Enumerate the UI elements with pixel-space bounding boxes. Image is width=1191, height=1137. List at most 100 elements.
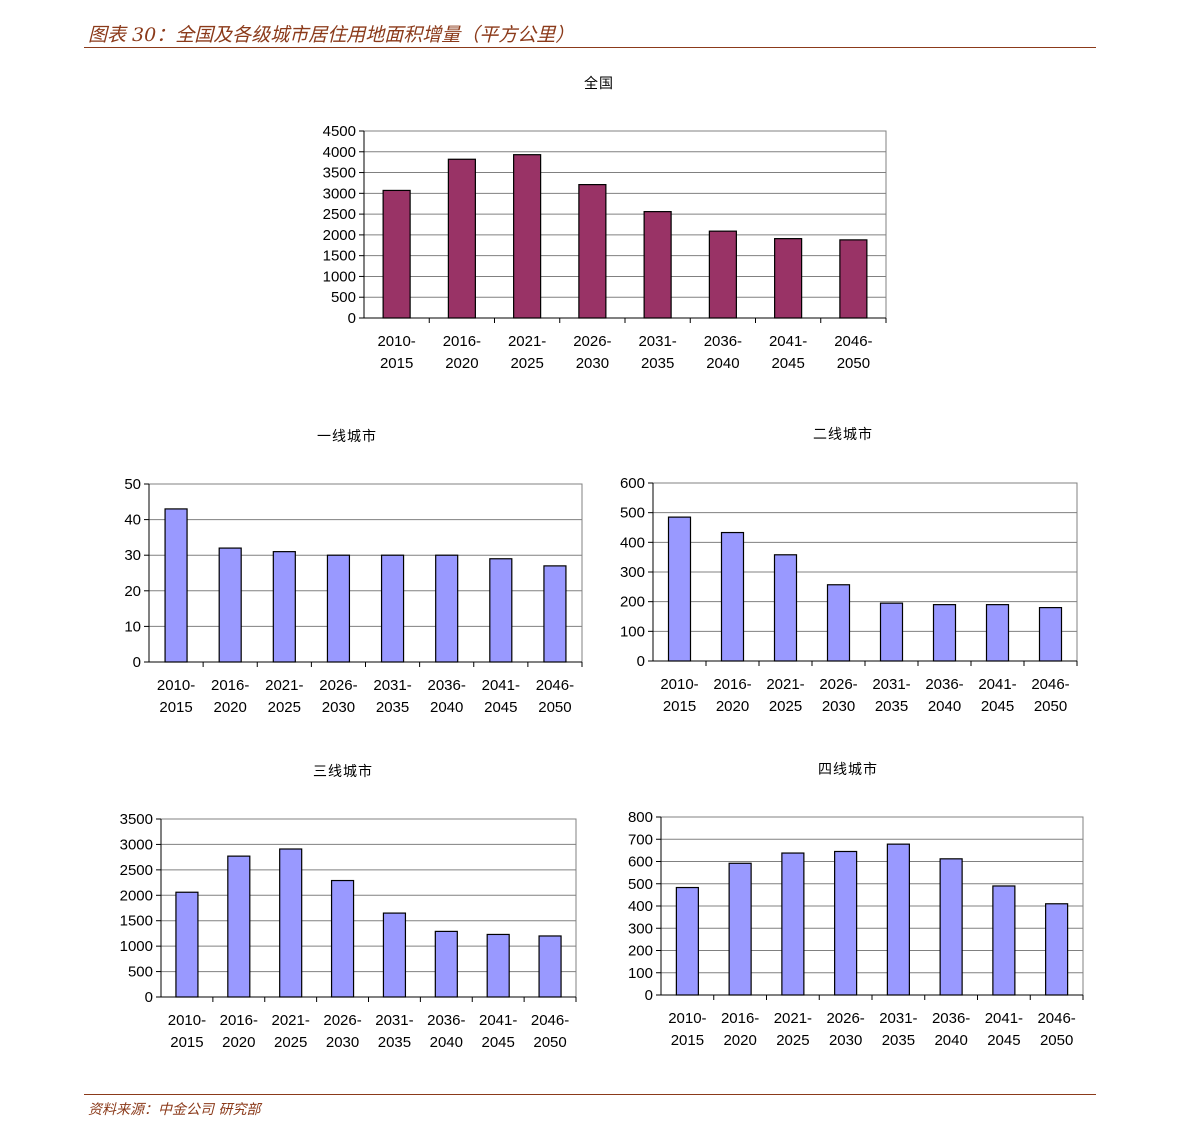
x-tick-label: 2016-2020 <box>443 333 481 372</box>
x-tick-label: 2026-2030 <box>319 677 357 716</box>
bar-2036-2040 <box>434 930 458 998</box>
x-tick-label: 2046-2050 <box>1037 1010 1075 1049</box>
chart-title-tier4: 四线城市 <box>818 762 878 778</box>
x-tick-label: 2046-2050 <box>834 333 872 372</box>
bar-2046-2050 <box>1038 606 1063 662</box>
y-tick-label: 500 <box>628 876 653 893</box>
y-tick-label: 200 <box>620 594 645 611</box>
x-tick-label: 2046-2050 <box>1031 676 1069 715</box>
y-tick-label: 2500 <box>120 862 153 879</box>
y-tick-label: 500 <box>331 289 356 306</box>
x-tick-label: 2041-2045 <box>482 677 520 716</box>
bar-2026-2030 <box>834 850 858 996</box>
x-tick-label: 2021-2025 <box>774 1010 812 1049</box>
bar-2021-2025 <box>513 154 542 319</box>
x-tick-label: 2026-2030 <box>819 676 857 715</box>
bar-2036-2040 <box>708 230 737 319</box>
y-tick-label: 2500 <box>323 206 356 223</box>
bar-2021-2025 <box>279 848 303 998</box>
bar-2031-2035 <box>382 912 407 998</box>
bar-2046-2050 <box>839 239 868 319</box>
x-tick-label: 2010-2015 <box>168 1012 206 1051</box>
y-tick-label: 0 <box>348 310 356 327</box>
x-tick-label: 2010-2015 <box>668 1010 706 1049</box>
bar-2046-2050 <box>1045 903 1069 996</box>
x-tick-label: 2036-2040 <box>925 676 963 715</box>
bar-2036-2040 <box>932 604 957 662</box>
chart-title-tier1: 一线城市 <box>317 429 377 445</box>
bar-2041-2045 <box>992 885 1016 996</box>
y-tick-label: 3500 <box>323 165 356 182</box>
x-tick-label: 2010-2015 <box>377 333 415 372</box>
bar-2031-2035 <box>643 211 672 319</box>
x-tick-label: 2041-2045 <box>479 1012 517 1051</box>
x-tick-label: 2036-2040 <box>428 677 466 716</box>
x-tick-label: 2021-2025 <box>272 1012 310 1051</box>
bar-2041-2045 <box>985 604 1010 662</box>
x-tick-label: 2016-2020 <box>713 676 751 715</box>
x-tick-label: 2046-2050 <box>536 677 574 716</box>
bar-2026-2030 <box>826 584 851 662</box>
y-tick-label: 1500 <box>323 248 356 265</box>
bar-2016-2020 <box>218 547 242 663</box>
y-tick-label: 700 <box>628 831 653 848</box>
x-tick-label: 2026-2030 <box>826 1010 864 1049</box>
bar-2036-2040 <box>435 554 459 663</box>
y-tick-label: 3500 <box>120 811 153 828</box>
y-tick-label: 0 <box>637 653 645 670</box>
y-tick-label: 600 <box>628 854 653 871</box>
y-tick-label: 100 <box>628 965 653 982</box>
bar-2010-2015 <box>175 891 199 998</box>
y-tick-label: 1000 <box>120 938 153 955</box>
x-tick-label: 2021-2025 <box>508 333 546 372</box>
figure-title: 图表 30：全国及各级城市居住用地面积增量（平方公里） <box>88 24 575 46</box>
y-tick-label: 20 <box>124 583 141 600</box>
x-tick-label: 2010-2015 <box>157 677 195 716</box>
bar-2046-2050 <box>543 565 567 663</box>
y-tick-label: 500 <box>620 505 645 522</box>
x-tick-label: 2010-2015 <box>660 676 698 715</box>
chart-title-tier3: 三线城市 <box>313 764 373 780</box>
footer-divider <box>84 1094 1096 1095</box>
bar-2021-2025 <box>272 551 296 663</box>
y-tick-label: 0 <box>645 987 653 1004</box>
bar-2010-2015 <box>382 189 411 319</box>
bar-2016-2020 <box>447 158 476 319</box>
x-tick-label: 2021-2025 <box>265 677 303 716</box>
bar-2041-2045 <box>486 933 510 998</box>
bar-2010-2015 <box>675 886 699 996</box>
bar-2026-2030 <box>326 554 351 663</box>
bar-2010-2015 <box>667 516 692 662</box>
bar-2031-2035 <box>879 602 904 662</box>
y-tick-label: 400 <box>620 534 645 551</box>
bar-2021-2025 <box>773 554 798 662</box>
y-tick-label: 1000 <box>323 268 356 285</box>
x-tick-label: 2021-2025 <box>766 676 804 715</box>
y-tick-label: 4500 <box>323 123 356 140</box>
x-tick-label: 2046-2050 <box>531 1012 569 1051</box>
x-tick-label: 2016-2020 <box>220 1012 258 1051</box>
y-tick-label: 0 <box>133 654 141 671</box>
y-tick-label: 2000 <box>120 887 153 904</box>
bar-2036-2040 <box>939 858 963 996</box>
x-tick-label: 2016-2020 <box>721 1010 759 1049</box>
y-tick-label: 300 <box>620 564 645 581</box>
y-tick-label: 4000 <box>323 144 356 161</box>
y-tick-label: 2000 <box>323 227 356 244</box>
bar-2021-2025 <box>781 852 805 996</box>
x-tick-label: 2041-2045 <box>985 1010 1023 1049</box>
x-tick-label: 2031-2035 <box>373 677 411 716</box>
bar-2016-2020 <box>227 855 251 998</box>
bar-2016-2020 <box>720 531 745 662</box>
x-tick-label: 2031-2035 <box>879 1010 917 1049</box>
bar-2010-2015 <box>164 508 188 663</box>
chart-title-tier2: 二线城市 <box>813 427 873 443</box>
y-tick-label: 200 <box>628 943 653 960</box>
x-tick-label: 2016-2020 <box>211 677 249 716</box>
x-tick-label: 2036-2040 <box>427 1012 465 1051</box>
x-tick-label: 2036-2040 <box>704 333 742 372</box>
y-tick-label: 3000 <box>120 836 153 853</box>
